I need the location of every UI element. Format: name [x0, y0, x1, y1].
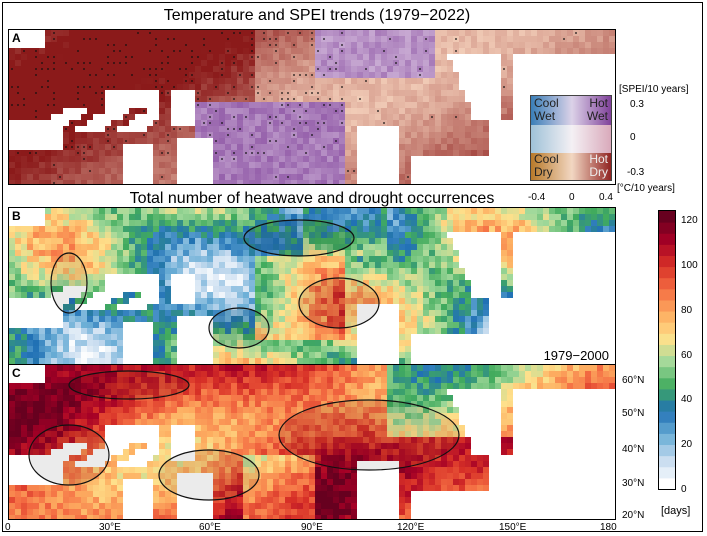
panel-a-map: A	[8, 29, 616, 185]
bivariate-legend: Cool Wet Hot Wet Cool Dry Hot Dry	[530, 95, 612, 181]
colorbar-step	[659, 400, 675, 412]
colorbar-step	[659, 366, 675, 379]
colorbar-step	[659, 311, 675, 323]
x-tick-0: 0	[5, 522, 11, 533]
panel-c-period: 2001−2022	[543, 503, 609, 518]
legend-temp-unit: [°C/10 years]	[617, 183, 675, 194]
colorbar-step	[659, 333, 675, 345]
colorbar-unit: [days]	[661, 505, 691, 517]
colorbar-tick-120: 120	[681, 215, 698, 227]
legend-spei-unit: [SPEI/10 years]	[619, 84, 689, 95]
panel-b-letter: B	[12, 209, 21, 223]
colorbar	[658, 210, 676, 490]
colorbar-step	[659, 344, 675, 357]
legend-temp-tick-right: 0.4	[599, 192, 613, 203]
legend-spei-tick-top: 0.3	[630, 99, 644, 110]
significance-contour	[278, 399, 460, 471]
colorbar-step	[659, 222, 675, 234]
title-top: Temperature and SPEI trends (1979−2022)	[163, 7, 471, 24]
y-tick-50n: 50°N	[622, 408, 645, 419]
colorbar-step	[659, 255, 675, 268]
colorbar-step	[659, 277, 675, 290]
x-tick-180: 180	[600, 522, 617, 533]
colorbar-step	[659, 211, 675, 223]
y-tick-40n: 40°N	[622, 444, 645, 455]
colorbar-step	[659, 433, 675, 446]
colorbar-step	[659, 377, 675, 390]
colorbar-step	[659, 244, 675, 256]
x-tick-150e: 150°E	[499, 522, 527, 533]
legend-spei-tick-bottom: -0.3	[627, 167, 645, 178]
legend-cool-wet: Cool Wet	[534, 96, 559, 123]
colorbar-step	[659, 322, 675, 334]
x-tick-30e: 30°E	[99, 522, 121, 533]
colorbar-step	[659, 477, 675, 490]
panel-a-raster	[9, 30, 615, 184]
significance-contour	[243, 219, 355, 257]
legend-hot-dry: Hot Dry	[589, 152, 608, 179]
colorbar-step	[659, 411, 675, 423]
x-tick-90e: 90°E	[301, 522, 323, 533]
colorbar-step	[659, 455, 675, 468]
panel-b-period: 1979−2000	[543, 348, 609, 363]
x-tick-60e: 60°E	[199, 522, 221, 533]
significance-contour	[298, 277, 380, 329]
colorbar-step	[659, 288, 675, 301]
panel-c-raster	[9, 365, 615, 519]
panel-b-raster	[9, 208, 615, 364]
colorbar-tick-0: 0	[681, 484, 687, 495]
colorbar-tick-80: 80	[681, 304, 693, 316]
legend-temp-tick-mid: 0	[569, 192, 575, 203]
significance-contour	[208, 307, 270, 349]
colorbar-step	[659, 233, 675, 245]
legend-spei-tick-mid: 0	[630, 132, 636, 143]
colorbar-tick-100: 100	[681, 260, 698, 271]
panel-b-map: B 1979−2000	[8, 207, 616, 365]
significance-contour	[68, 370, 190, 400]
legend-hot-wet: Hot Wet	[586, 96, 608, 123]
colorbar-step	[659, 355, 675, 368]
significance-contour	[50, 252, 88, 314]
panel-c-letter: C	[12, 366, 21, 380]
colorbar-tick-60: 60	[681, 349, 693, 361]
colorbar-step	[659, 299, 675, 312]
x-tick-120e: 120°E	[397, 522, 425, 533]
colorbar-step	[659, 266, 675, 279]
colorbar-step	[659, 466, 675, 479]
legend-temp-tick-left: -0.4	[528, 192, 546, 203]
panel-c-map: C 2001−2022	[8, 364, 616, 520]
colorbar-step	[659, 444, 675, 457]
panel-a-letter: A	[12, 31, 21, 45]
colorbar-step	[659, 422, 675, 434]
y-tick-60n: 60°N	[622, 375, 645, 386]
bivariate-legend-grid	[531, 96, 611, 180]
title-middle: Total number of heatwave and drought occ…	[129, 190, 495, 207]
y-tick-20n: 20°N	[622, 510, 645, 521]
colorbar-tick-20: 20	[681, 439, 693, 451]
colorbar-gradient	[659, 211, 675, 490]
y-tick-30n: 30°N	[622, 478, 645, 489]
colorbar-step	[659, 388, 675, 401]
significance-contour	[28, 424, 110, 486]
legend-cool-dry: Cool Dry	[534, 152, 559, 179]
significance-contour	[158, 449, 260, 501]
colorbar-tick-40: 40	[681, 394, 693, 406]
